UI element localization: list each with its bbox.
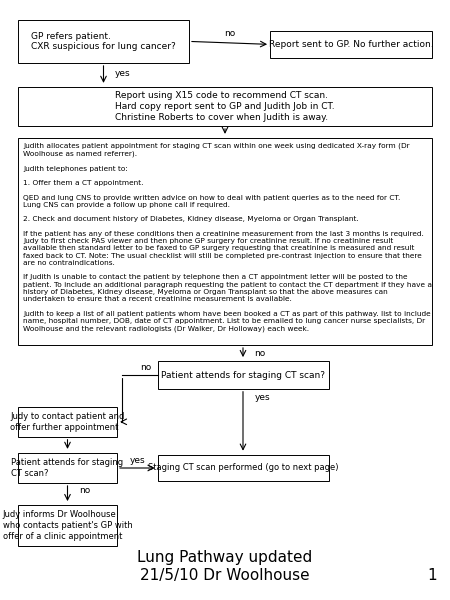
FancyBboxPatch shape [158,361,328,389]
FancyBboxPatch shape [18,505,117,546]
Text: Judy informs Dr Woolhouse
who contacts patient's GP with
offer of a clinic appoi: Judy informs Dr Woolhouse who contacts p… [3,511,132,541]
FancyBboxPatch shape [270,31,432,58]
Text: GP refers patient.
CXR suspicious for lung cancer?: GP refers patient. CXR suspicious for lu… [31,32,176,51]
Text: yes: yes [254,394,270,402]
FancyBboxPatch shape [158,455,328,481]
Text: Patient attends for staging
CT scan?: Patient attends for staging CT scan? [11,458,124,478]
Text: yes: yes [115,69,130,78]
Text: Patient attends for staging CT scan?: Patient attends for staging CT scan? [161,370,325,379]
Text: Lung Pathway updated
21/5/10 Dr Woolhouse: Lung Pathway updated 21/5/10 Dr Woolhous… [137,550,313,583]
Text: yes: yes [130,456,145,466]
Text: Report using X15 code to recommend CT scan.
Hard copy report sent to GP and Judi: Report using X15 code to recommend CT sc… [115,91,335,122]
Text: Judy to contact patient and
offer further appointment: Judy to contact patient and offer furthe… [10,412,125,431]
Text: Report sent to GP. No further action.: Report sent to GP. No further action. [269,40,433,49]
Text: Judith allocates patient appointment for staging CT scan within one week using d: Judith allocates patient appointment for… [23,143,432,332]
FancyBboxPatch shape [18,87,432,126]
Text: 1: 1 [427,568,436,583]
FancyBboxPatch shape [18,138,432,345]
FancyBboxPatch shape [18,453,117,483]
Text: no: no [254,349,266,359]
Text: no: no [79,486,90,496]
Text: no: no [224,29,235,38]
Text: no: no [140,363,152,372]
FancyBboxPatch shape [18,407,117,437]
Text: Staging CT scan performed (go to next page): Staging CT scan performed (go to next pa… [148,463,338,473]
FancyBboxPatch shape [18,20,189,63]
